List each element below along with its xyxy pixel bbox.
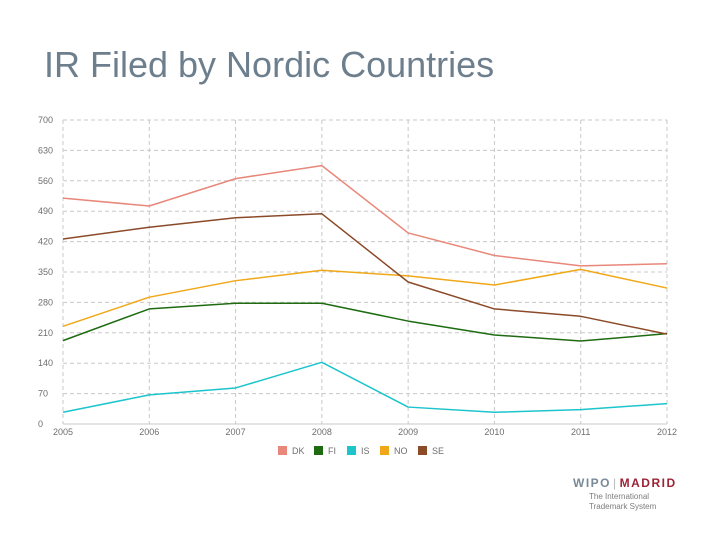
legend-label: FI — [328, 446, 336, 456]
y-tick-label: 280 — [38, 297, 53, 307]
legend-swatch — [314, 446, 323, 455]
legend-label: DK — [292, 446, 305, 456]
legend-item-se[interactable]: SE — [418, 446, 444, 456]
wipo-madrid-logo: WIPO | MADRID The International Trademark … — [573, 476, 703, 511]
x-tick-label: 2005 — [53, 427, 73, 437]
y-tick-label: 700 — [38, 115, 53, 125]
logo-madrid-text: MADRID — [619, 476, 677, 490]
y-tick-label: 140 — [38, 358, 53, 368]
logo-separator: | — [613, 476, 618, 490]
logo-subtitle-line2: Trademark System — [589, 501, 657, 511]
series-line-is — [62, 361, 668, 414]
y-tick-label: 70 — [38, 389, 48, 399]
y-tick-label: 560 — [38, 176, 53, 186]
x-tick-label: 2010 — [484, 427, 504, 437]
legend-item-no[interactable]: NO — [380, 446, 408, 456]
x-tick-label: 2008 — [312, 427, 332, 437]
logo-subtitle-line1: The International — [589, 492, 650, 501]
x-tick-label: 2006 — [139, 427, 159, 437]
x-tick-label: 2007 — [226, 427, 246, 437]
x-tick-label: 2009 — [398, 427, 418, 437]
chart-legend[interactable]: DK FI IS NO SE — [278, 446, 444, 456]
legend-label: SE — [432, 446, 444, 456]
legend-label: IS — [361, 446, 370, 456]
x-tick-label: 2012 — [657, 427, 677, 437]
x-axis-ticks: 2005 2006 2007 2008 2009 2010 2011 2012 — [53, 427, 677, 437]
logo-subtitle: The International Trademark System — [589, 492, 703, 511]
chart-gridlines — [62, 119, 668, 425]
y-tick-label: 210 — [38, 328, 53, 338]
logo-wipo-text: WIPO — [573, 476, 611, 490]
legend-item-fi[interactable]: FI — [314, 446, 336, 456]
legend-swatch — [380, 446, 389, 455]
legend-swatch — [278, 446, 287, 455]
y-tick-label: 350 — [38, 267, 53, 277]
legend-item-is[interactable]: IS — [347, 446, 370, 456]
y-tick-label: 490 — [38, 206, 53, 216]
series-line-dk — [62, 164, 668, 267]
logo-wordmark: WIPO | MADRID — [573, 476, 703, 490]
series-line-se — [62, 213, 668, 335]
y-tick-label: 0 — [38, 419, 43, 429]
y-axis-ticks: 0 70 140 210 280 350 420 490 560 630 700 — [38, 115, 53, 429]
slide-title: IR Filed by Nordic Countries — [44, 44, 495, 85]
y-tick-label: 630 — [38, 145, 53, 155]
legend-swatch — [347, 446, 356, 455]
series-line-fi — [62, 302, 668, 342]
legend-label: NO — [394, 446, 408, 456]
legend-item-dk[interactable]: DK — [278, 446, 305, 456]
y-tick-label: 420 — [38, 237, 53, 247]
x-tick-label: 2011 — [571, 427, 590, 437]
series-line-no — [62, 268, 668, 327]
legend-swatch — [418, 446, 427, 455]
chart-series — [62, 164, 668, 414]
